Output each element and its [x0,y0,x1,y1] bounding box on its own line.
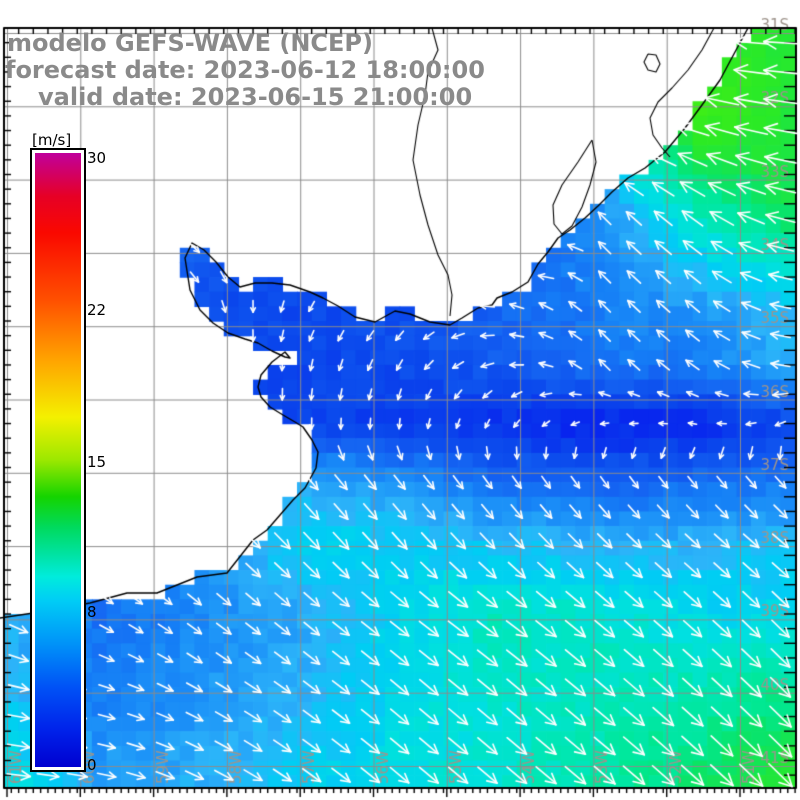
colorbar-tick-22: 22 [87,301,107,319]
valid-date-label: valid date: 2023-06-15 21:00:00 [38,83,473,111]
colorbar-gradient [35,153,81,767]
forecast-date-label: forecast date: 2023-06-12 18:00:00 [5,56,485,84]
colorbar-unit-label: [m/s] [32,131,72,149]
model-title: modelo GEFS-WAVE (NCEP) [7,29,373,57]
colorbar-gradient-frame [30,148,86,772]
colorbar-tick-0: 0 [87,756,97,774]
colorbar-tick-30: 30 [87,149,107,167]
colorbar-tick-8: 8 [87,603,97,621]
colorbar-tick-15: 15 [87,453,107,471]
